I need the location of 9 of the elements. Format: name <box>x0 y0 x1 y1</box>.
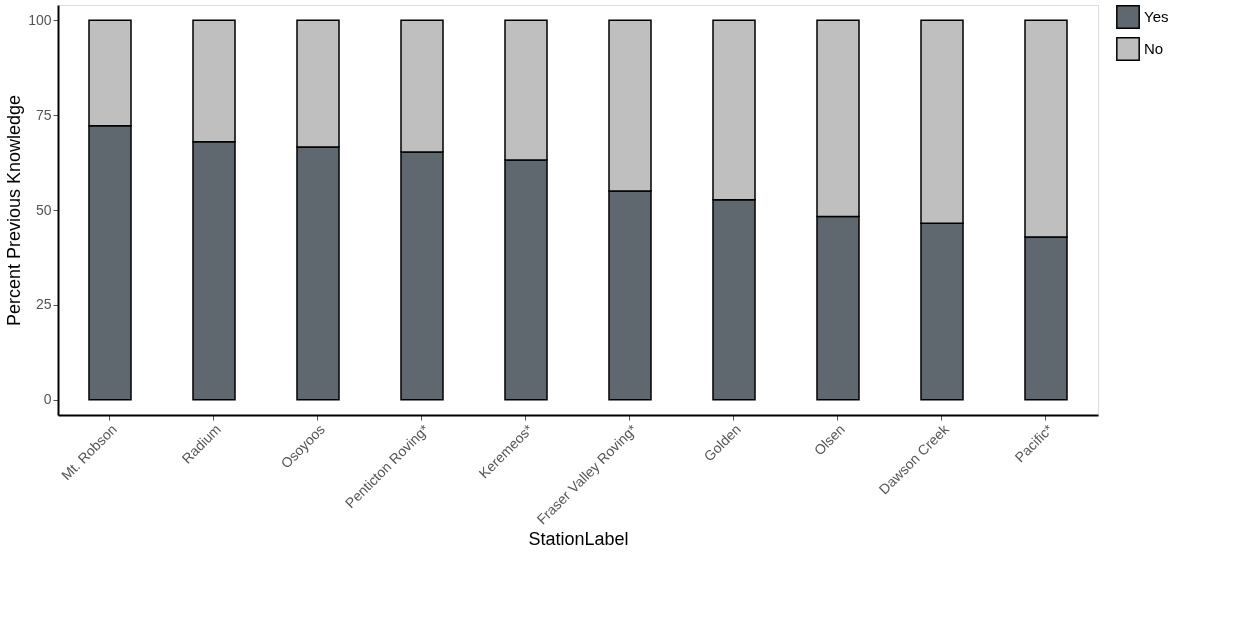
legend-label: No <box>1144 40 1164 57</box>
x-axis-title: StationLabel <box>528 529 629 550</box>
legend-label: Yes <box>1144 8 1169 25</box>
y-tick-label: 50 <box>35 201 52 218</box>
y-tick-label: 75 <box>35 106 52 123</box>
y-tick-label: 100 <box>28 11 52 28</box>
y-axis-title: Percent Previous Knowledge <box>4 94 25 327</box>
y-tick-label: 25 <box>35 296 52 313</box>
y-tick-label: 0 <box>43 391 52 408</box>
